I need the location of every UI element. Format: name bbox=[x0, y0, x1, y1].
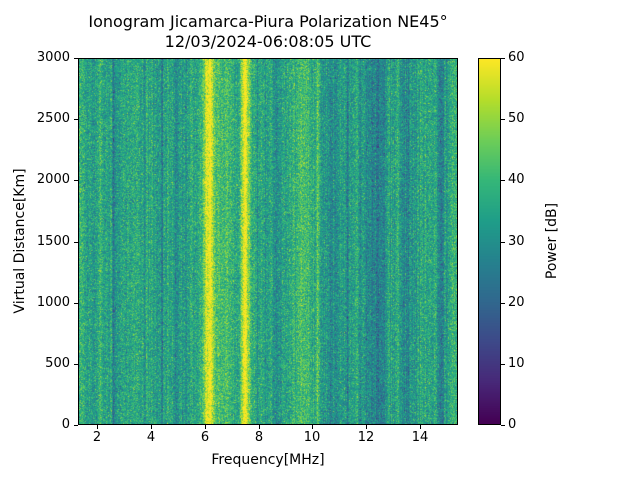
colorbar-tick-mark bbox=[501, 303, 505, 304]
colorbar-tick-mark bbox=[501, 425, 505, 426]
colorbar-tick-label: 30 bbox=[508, 234, 525, 249]
colorbar-tick-mark bbox=[501, 58, 505, 59]
y-tick-mark bbox=[74, 364, 78, 365]
x-tick-mark bbox=[259, 425, 260, 429]
y-tick-label: 2500 bbox=[36, 111, 70, 126]
colorbar-tick-mark bbox=[501, 119, 505, 120]
y-tick-mark bbox=[74, 303, 78, 304]
y-tick-mark bbox=[74, 119, 78, 120]
x-tick-label: 4 bbox=[146, 430, 156, 445]
x-tick-mark bbox=[151, 425, 152, 429]
x-tick-mark bbox=[420, 425, 421, 429]
x-tick-label: 6 bbox=[200, 430, 210, 445]
colorbar bbox=[478, 58, 501, 425]
y-tick-mark bbox=[74, 58, 78, 59]
y-axis-label: Virtual Distance[Km] bbox=[12, 168, 28, 314]
x-tick-label: 12 bbox=[357, 430, 375, 445]
heatmap-plot-area bbox=[78, 58, 458, 425]
ionogram-heatmap-canvas bbox=[79, 59, 457, 424]
colorbar-tick-label: 10 bbox=[508, 356, 525, 371]
y-tick-label: 0 bbox=[61, 417, 70, 432]
x-axis-label: Frequency[MHz] bbox=[211, 452, 325, 468]
colorbar-tick-label: 20 bbox=[508, 295, 525, 310]
chart-subtitle: 12/03/2024-06:08:05 UTC bbox=[164, 32, 372, 51]
colorbar-tick-label: 40 bbox=[508, 172, 525, 187]
x-tick-label: 10 bbox=[303, 430, 321, 445]
y-tick-label: 3000 bbox=[36, 50, 70, 65]
x-tick-label: 8 bbox=[254, 430, 264, 445]
colorbar-tick-label: 50 bbox=[508, 111, 525, 126]
chart-title: Ionogram Jicamarca-Piura Polarization NE… bbox=[88, 12, 448, 31]
colorbar-tick-label: 0 bbox=[508, 417, 517, 432]
x-tick-mark bbox=[366, 425, 367, 429]
colorbar-gradient-canvas bbox=[479, 59, 500, 424]
y-tick-mark bbox=[74, 425, 78, 426]
x-tick-label: 2 bbox=[92, 430, 102, 445]
y-tick-mark bbox=[74, 180, 78, 181]
colorbar-tick-mark bbox=[501, 180, 505, 181]
y-tick-label: 500 bbox=[45, 356, 70, 371]
y-tick-label: 2000 bbox=[36, 172, 70, 187]
x-tick-label: 14 bbox=[411, 430, 429, 445]
y-tick-mark bbox=[74, 242, 78, 243]
y-tick-label: 1000 bbox=[36, 295, 70, 310]
colorbar-tick-label: 60 bbox=[508, 50, 525, 65]
colorbar-tick-mark bbox=[501, 242, 505, 243]
y-tick-label: 1500 bbox=[36, 234, 70, 249]
x-tick-mark bbox=[97, 425, 98, 429]
x-tick-mark bbox=[205, 425, 206, 429]
colorbar-label: Power [dB] bbox=[544, 202, 560, 280]
colorbar-tick-mark bbox=[501, 364, 505, 365]
x-tick-mark bbox=[312, 425, 313, 429]
